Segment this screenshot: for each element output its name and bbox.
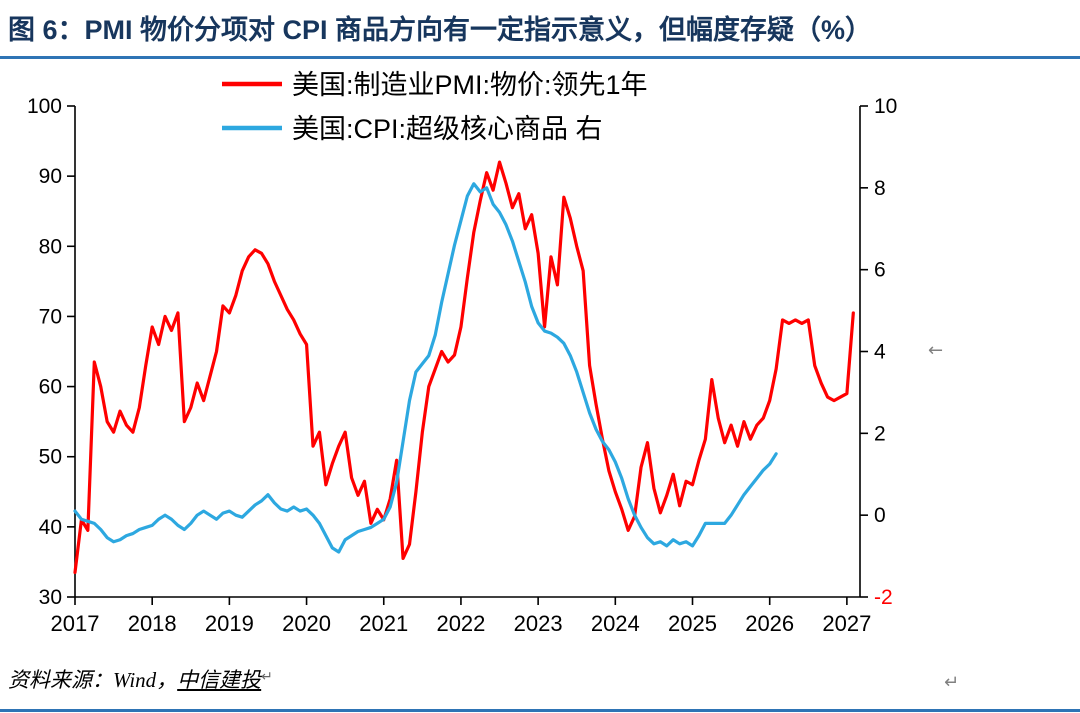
x-axis-tick-label: 2021 xyxy=(359,611,408,636)
right-axis-tick-label: 0 xyxy=(874,504,886,527)
right-axis-tick-label: 2 xyxy=(874,422,886,445)
left-axis-tick-label: 70 xyxy=(39,305,62,328)
chart-area: 30 40 50 60 70 80 90 100 -2 0 2 4 6 8 10 2017 2018 2019 20… xyxy=(0,60,1080,660)
pmi-cpi-chart: 30 40 50 60 70 80 90 100 -2 0 2 4 6 8 10 2017 2018 2019 20… xyxy=(27,70,897,636)
left-axis-tick-label: 30 xyxy=(39,586,62,609)
left-axis-tick-label: 60 xyxy=(39,376,62,399)
source-line: 资料来源：Wind，中信建投↵ xyxy=(8,664,273,694)
page-bottom-divider xyxy=(0,709,1080,712)
paragraph-mark-mid: ← xyxy=(928,340,944,361)
legend-label-0: 美国:制造业PMI:物价:领先1年 xyxy=(292,70,648,100)
x-axis-tick-label: 2023 xyxy=(514,611,563,636)
x-axis-tick-label: 2020 xyxy=(282,611,331,636)
source-link[interactable]: 中信建投 xyxy=(177,668,262,692)
source-prefix: 资料来源：Wind， xyxy=(8,668,178,692)
series-line-0 xyxy=(73,160,855,575)
x-axis-tick-label: 2017 xyxy=(51,611,100,636)
x-axis-tick-label: 2018 xyxy=(128,611,177,636)
x-axis-tick-label: 2019 xyxy=(205,611,254,636)
right-axis-tick-label: 4 xyxy=(874,341,886,364)
left-axis-tick-label: 80 xyxy=(39,235,62,258)
x-axis-tick-label: 2026 xyxy=(745,611,794,636)
left-axis-tick-label: 50 xyxy=(39,446,62,469)
legend-label-1: 美国:CPI:超级核心商品 右 xyxy=(292,114,603,144)
right-axis-tick-label: 10 xyxy=(874,95,897,118)
right-axis-tick-label: 8 xyxy=(874,177,886,200)
series-line-1 xyxy=(73,182,778,554)
paragraph-mark-bottom: ↵ xyxy=(944,672,960,693)
left-axis-tick-label: 100 xyxy=(27,95,62,118)
x-axis-tick-label: 2027 xyxy=(822,611,871,636)
x-axis-tick-label: 2024 xyxy=(591,611,640,636)
right-axis-tick-label: 6 xyxy=(874,259,886,282)
left-axis-tick-label: 90 xyxy=(39,165,62,188)
x-axis-tick-label: 2022 xyxy=(436,611,485,636)
right-axis-tick-label: -2 xyxy=(874,586,893,609)
return-mark-icon: ↵ xyxy=(261,669,273,685)
left-axis-tick-label: 40 xyxy=(39,516,62,539)
x-axis-tick-label: 2025 xyxy=(668,611,717,636)
figure-title: 图 6：PMI 物价分项对 CPI 商品方向有一定指示意义，但幅度存疑（%） xyxy=(8,15,873,45)
title-divider xyxy=(0,56,1080,59)
